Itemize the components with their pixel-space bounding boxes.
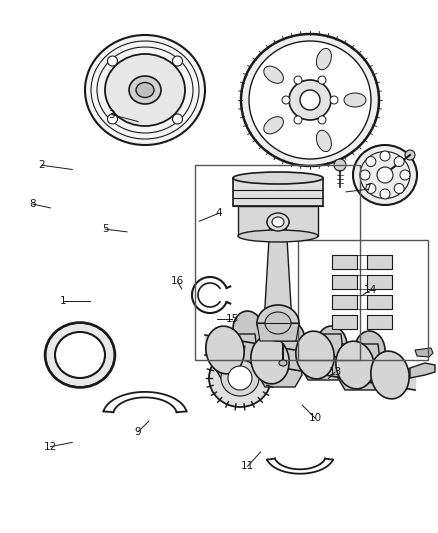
Text: 3: 3	[108, 110, 115, 119]
Ellipse shape	[316, 130, 332, 151]
Ellipse shape	[336, 341, 374, 389]
Ellipse shape	[206, 326, 244, 374]
Polygon shape	[257, 323, 299, 341]
Ellipse shape	[272, 217, 284, 227]
Ellipse shape	[209, 349, 271, 407]
Ellipse shape	[257, 305, 299, 341]
Text: 7: 7	[364, 184, 371, 194]
Circle shape	[380, 189, 390, 199]
Text: 11: 11	[241, 462, 254, 471]
Bar	[367, 275, 392, 289]
Text: 15: 15	[226, 314, 239, 324]
Text: 16: 16	[171, 277, 184, 286]
Ellipse shape	[267, 213, 289, 231]
Bar	[233, 178, 323, 206]
Text: 2: 2	[38, 160, 45, 170]
Bar	[332, 255, 357, 269]
Polygon shape	[215, 334, 259, 380]
Circle shape	[377, 167, 393, 183]
Bar	[298, 240, 428, 360]
Bar	[332, 315, 357, 329]
Ellipse shape	[267, 214, 289, 230]
Circle shape	[394, 183, 404, 193]
Bar	[332, 275, 357, 289]
Ellipse shape	[238, 230, 318, 242]
Ellipse shape	[233, 172, 323, 184]
Ellipse shape	[344, 93, 366, 107]
Ellipse shape	[264, 66, 283, 83]
Circle shape	[394, 157, 404, 167]
Ellipse shape	[316, 49, 332, 70]
Circle shape	[300, 90, 320, 110]
Text: 14: 14	[364, 286, 377, 295]
Circle shape	[173, 114, 183, 124]
Text: 8: 8	[29, 199, 36, 209]
Text: 9: 9	[134, 427, 141, 437]
Circle shape	[405, 150, 415, 160]
Circle shape	[366, 157, 376, 167]
Ellipse shape	[55, 332, 105, 378]
Text: 10: 10	[309, 414, 322, 423]
Ellipse shape	[249, 41, 371, 159]
Circle shape	[294, 76, 302, 84]
Bar	[367, 315, 392, 329]
Polygon shape	[264, 222, 292, 323]
Circle shape	[330, 96, 338, 104]
Polygon shape	[258, 341, 302, 387]
Circle shape	[400, 170, 410, 180]
Circle shape	[107, 56, 117, 66]
Text: 4: 4	[215, 208, 223, 218]
Ellipse shape	[105, 54, 185, 126]
Bar	[367, 295, 392, 309]
Circle shape	[294, 116, 302, 124]
Ellipse shape	[317, 326, 347, 364]
Polygon shape	[415, 348, 433, 357]
Circle shape	[107, 114, 117, 124]
Ellipse shape	[371, 351, 409, 399]
Bar	[238, 206, 318, 236]
Bar	[367, 255, 392, 269]
Text: 13: 13	[328, 367, 342, 377]
Circle shape	[173, 56, 183, 66]
Ellipse shape	[355, 331, 385, 369]
Circle shape	[318, 76, 326, 84]
Ellipse shape	[233, 311, 263, 349]
Ellipse shape	[275, 321, 305, 359]
Circle shape	[366, 183, 376, 193]
Polygon shape	[301, 334, 345, 380]
Circle shape	[380, 151, 390, 161]
Bar	[332, 295, 357, 309]
Bar	[195, 165, 360, 360]
Circle shape	[334, 159, 346, 171]
Circle shape	[360, 170, 370, 180]
Text: 5: 5	[102, 224, 109, 234]
Circle shape	[318, 116, 326, 124]
Ellipse shape	[279, 360, 287, 366]
Ellipse shape	[136, 83, 154, 98]
Ellipse shape	[45, 322, 115, 387]
Polygon shape	[410, 363, 435, 378]
Ellipse shape	[296, 331, 334, 379]
Ellipse shape	[353, 145, 417, 205]
Ellipse shape	[221, 360, 259, 396]
Ellipse shape	[251, 336, 289, 384]
Ellipse shape	[264, 117, 283, 134]
Ellipse shape	[129, 76, 161, 104]
Circle shape	[282, 96, 290, 104]
Polygon shape	[338, 344, 382, 390]
Circle shape	[228, 366, 252, 390]
Ellipse shape	[241, 34, 379, 166]
Text: 12: 12	[44, 442, 57, 451]
Text: 1: 1	[60, 296, 67, 306]
Ellipse shape	[265, 312, 291, 334]
Ellipse shape	[85, 35, 205, 145]
Ellipse shape	[289, 80, 331, 120]
